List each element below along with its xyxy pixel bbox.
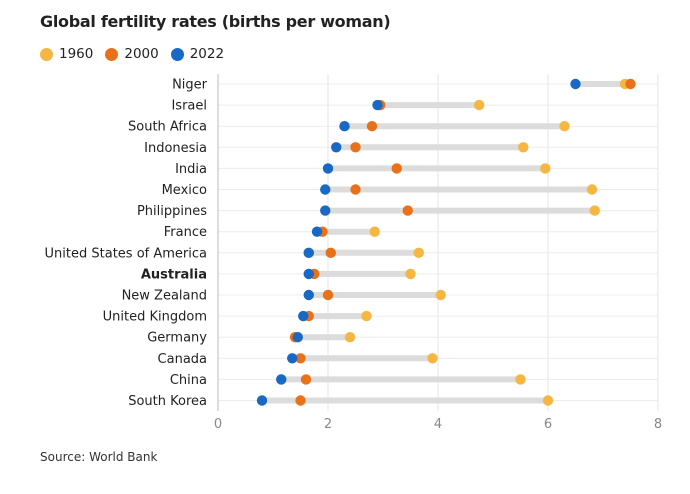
dot-2022-united-kingdom [298, 310, 309, 322]
category-label-south-korea: South Korea [128, 394, 207, 409]
dot-2000-indonesia [350, 142, 361, 153]
legend-swatch-2000 [105, 47, 119, 61]
legend-swatch-1960 [40, 47, 53, 61]
dot-1960-new-zealand [435, 289, 446, 301]
source-note: Source: World Bank [40, 450, 158, 464]
category-label-niger: Niger [172, 78, 208, 93]
dot-2000-south-africa [366, 121, 378, 132]
dot-1960-australia [405, 268, 416, 280]
category-label-france: France [164, 225, 207, 240]
category-label-india: India [175, 162, 207, 177]
category-label-australia: Australia [141, 267, 207, 282]
category-label-united-kingdom: United Kingdom [103, 310, 207, 325]
dot-1960-united-states-of-america [413, 247, 424, 258]
category-label-israel: Israel [171, 99, 207, 114]
category-label-mexico: Mexico [162, 183, 207, 198]
dot-2022-china [276, 374, 287, 385]
dot-1960-india [540, 163, 551, 174]
chart-title: Global fertility rates (births per woman… [40, 12, 391, 31]
dot-2022-israel [372, 99, 383, 111]
legend-item-1960: 1960 [40, 46, 93, 62]
x-tick-label-2: 2 [324, 417, 332, 432]
dot-2000-canada [295, 353, 306, 364]
dot-1960-china [515, 374, 526, 385]
dot-2000-new-zealand [322, 289, 334, 301]
dot-1960-south-korea [542, 395, 554, 406]
x-tick-label-0: 0 [214, 417, 222, 432]
dot-2000-philippines [402, 205, 413, 216]
legend-label-1960: 1960 [59, 46, 94, 62]
dot-2000-united-states-of-america [325, 247, 336, 258]
dot-2022-germany [292, 332, 303, 343]
dot-2022-south-korea [256, 395, 268, 406]
category-label-germany: Germany [147, 331, 207, 346]
dot-1960-mexico [586, 184, 598, 195]
x-tick-label-4: 4 [434, 417, 442, 432]
dot-2022-australia [303, 268, 314, 280]
dot-1960-israel [474, 99, 485, 111]
category-label-canada: Canada [158, 352, 207, 367]
dot-2022-philippines [320, 205, 331, 216]
dot-1960-united-kingdom [361, 310, 372, 322]
dot-2022-niger [570, 78, 581, 90]
legend: 1960 2000 2022 [40, 46, 236, 62]
dot-1960-france [369, 226, 380, 237]
dot-1960-indonesia [518, 142, 529, 153]
dot-2000-niger [625, 78, 636, 90]
category-label-new-zealand: New Zealand [122, 289, 207, 304]
x-tick-label-6: 6 [544, 417, 552, 432]
category-label-south-africa: South Africa [128, 120, 207, 135]
dot-1960-germany [344, 332, 356, 343]
dot-2022-mexico [320, 184, 331, 195]
dot-2022-indonesia [331, 142, 342, 153]
dot-2022-south-africa [339, 121, 350, 132]
dot-1960-south-africa [559, 121, 570, 132]
dot-1960-canada [427, 353, 438, 364]
x-tick-label-8: 8 [654, 417, 662, 432]
category-label-china: China [170, 373, 207, 388]
legend-item-2000: 2000 [105, 46, 159, 62]
category-label-united-states-of-america: United States of America [45, 246, 207, 261]
category-label-philippines: Philippines [137, 204, 207, 219]
dot-2022-france [311, 226, 323, 237]
dot-2000-mexico [350, 184, 361, 195]
category-label-indonesia: Indonesia [144, 141, 207, 156]
legend-label-2000: 2000 [124, 46, 159, 62]
dot-2022-new-zealand [303, 289, 314, 301]
dot-2022-united-states-of-america [303, 247, 314, 258]
dot-1960-philippines [589, 205, 600, 216]
legend-item-2022: 2022 [170, 46, 225, 62]
dot-2022-canada [287, 353, 298, 364]
dot-2000-south-korea [295, 395, 306, 406]
dot-2000-china [300, 374, 312, 385]
legend-swatch-2022 [170, 47, 184, 61]
legend-label-2022: 2022 [189, 46, 225, 62]
dot-2000-india [391, 163, 402, 174]
dot-2022-india [322, 163, 334, 174]
